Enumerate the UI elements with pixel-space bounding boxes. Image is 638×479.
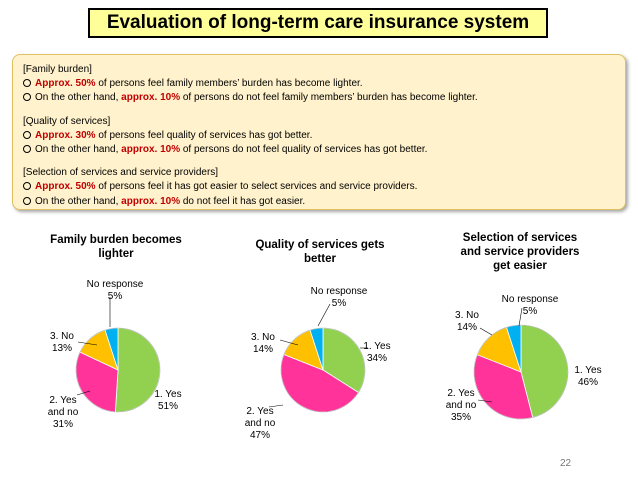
slice-label: 34% <box>367 353 387 364</box>
pie-chart-title: Quality of services gets <box>255 239 384 251</box>
summary-highlight: Approx. 30% <box>35 129 96 141</box>
slice-label: 2. Yes <box>49 395 76 406</box>
circle-bullet-icon <box>23 196 31 205</box>
slice-label: No response <box>502 294 559 305</box>
slice-label: 5% <box>523 306 538 317</box>
slice-label: 3. No <box>455 310 479 321</box>
summary-line: On the other hand, approx. 10% do not fe… <box>23 195 615 209</box>
summary-line-text: of persons feel it has got easier to sel… <box>95 181 418 193</box>
pie-chart-title: better <box>304 253 336 265</box>
pie-chart-title: lighter <box>98 248 134 260</box>
summary-highlight: approx. 10% <box>121 92 181 104</box>
leader-line <box>77 341 98 346</box>
summary-line-text: of persons feel quality of services has … <box>95 129 313 141</box>
slice-label: 35% <box>451 412 471 423</box>
pie-outline <box>473 324 569 420</box>
circle-bullet-icon <box>23 130 31 139</box>
summary-content: [Family burden] Approx. 50% of persons fe… <box>23 63 615 209</box>
slice-label: 5% <box>108 291 123 302</box>
leader-line <box>518 307 523 327</box>
slice-label: No response <box>87 279 144 290</box>
circle-bullet-icon <box>23 182 31 191</box>
slice-label: 5% <box>332 298 347 309</box>
slice-label: 1. Yes <box>363 341 390 352</box>
slice-label: 14% <box>253 344 273 355</box>
summary-highlight: approx. 10% <box>121 195 181 207</box>
summary-heading: [Selection of services and service provi… <box>23 167 219 179</box>
summary-line-text: of persons feel family members’ burden h… <box>95 78 363 90</box>
leader-line <box>479 327 493 336</box>
leader-line <box>317 303 331 327</box>
summary-line-text: of persons do not feel family members’ b… <box>180 92 478 104</box>
pie-chart-title: and service providers <box>461 246 580 258</box>
pie-chart-title: Selection of services <box>463 232 577 244</box>
slice-label: 31% <box>53 419 73 430</box>
summary-line: Approx. 30% of persons feel quality of s… <box>23 129 615 143</box>
summary-line: Approx. 50% of persons feel family membe… <box>23 77 615 91</box>
leader-line <box>477 399 493 403</box>
summary-line: On the other hand, approx. 10% of person… <box>23 143 615 157</box>
leader-line <box>279 339 299 346</box>
summary-line: Approx. 50% of persons feel it has got e… <box>23 180 615 194</box>
pie-chart-title: Family burden becomes <box>50 234 182 246</box>
slice-label: 14% <box>457 322 477 333</box>
summary-line-text: On the other hand, <box>35 195 122 207</box>
slice-label: and no <box>446 400 477 411</box>
leader-line <box>76 390 91 396</box>
pie-outline <box>280 327 366 413</box>
page-number: 22 <box>560 458 572 469</box>
slice-label: 3. No <box>251 332 275 343</box>
circle-bullet-icon <box>23 145 31 154</box>
summary-line-text: do not feel it has got easier. <box>180 195 306 207</box>
slice-label: and no <box>245 418 276 429</box>
circle-bullet-icon <box>23 93 31 102</box>
slice-label: 51% <box>158 401 178 412</box>
slice-label: and no <box>48 407 79 418</box>
slice-label: 1. Yes <box>154 389 181 400</box>
slice-label: 46% <box>578 377 598 388</box>
slice-label: 13% <box>52 343 72 354</box>
summary-line-text: On the other hand, <box>35 92 122 104</box>
slice-label: 1. Yes <box>574 365 601 376</box>
slice-label: 2. Yes <box>246 406 273 417</box>
summary-heading: [Quality of services] <box>23 115 111 127</box>
leader-line <box>268 404 284 408</box>
pie-chart-3: Selection of services and service provide… <box>446 232 602 423</box>
slice-label: 3. No <box>50 331 74 342</box>
slice-label: No response <box>311 286 368 297</box>
slice-label: 47% <box>250 430 270 441</box>
summary-line-text: of persons do not feel quality of servic… <box>180 144 428 156</box>
slice-label: 2. Yes <box>447 388 474 399</box>
summary-line: On the other hand, approx. 10% of person… <box>23 91 615 105</box>
summary-highlight: Approx. 50% <box>35 181 96 193</box>
summary-highlight: Approx. 50% <box>35 78 96 90</box>
circle-bullet-icon <box>23 79 31 88</box>
pie-chart-title: get easier <box>493 260 547 272</box>
summary-highlight: approx. 10% <box>121 144 181 156</box>
summary-heading: [Family burden] <box>23 64 92 75</box>
page-title: Evaluation of long-term care insurance s… <box>88 8 548 38</box>
summary-line-text: On the other hand, <box>35 144 122 156</box>
summary-box: [Family burden] Approx. 50% of persons fe… <box>12 54 626 210</box>
pie-slice <box>114 327 161 413</box>
pie-outline <box>75 327 161 413</box>
